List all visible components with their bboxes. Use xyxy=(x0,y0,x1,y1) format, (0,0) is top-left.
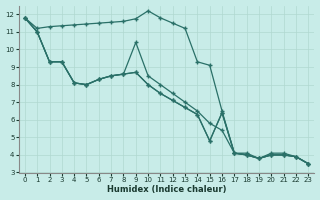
X-axis label: Humidex (Indice chaleur): Humidex (Indice chaleur) xyxy=(107,185,226,194)
